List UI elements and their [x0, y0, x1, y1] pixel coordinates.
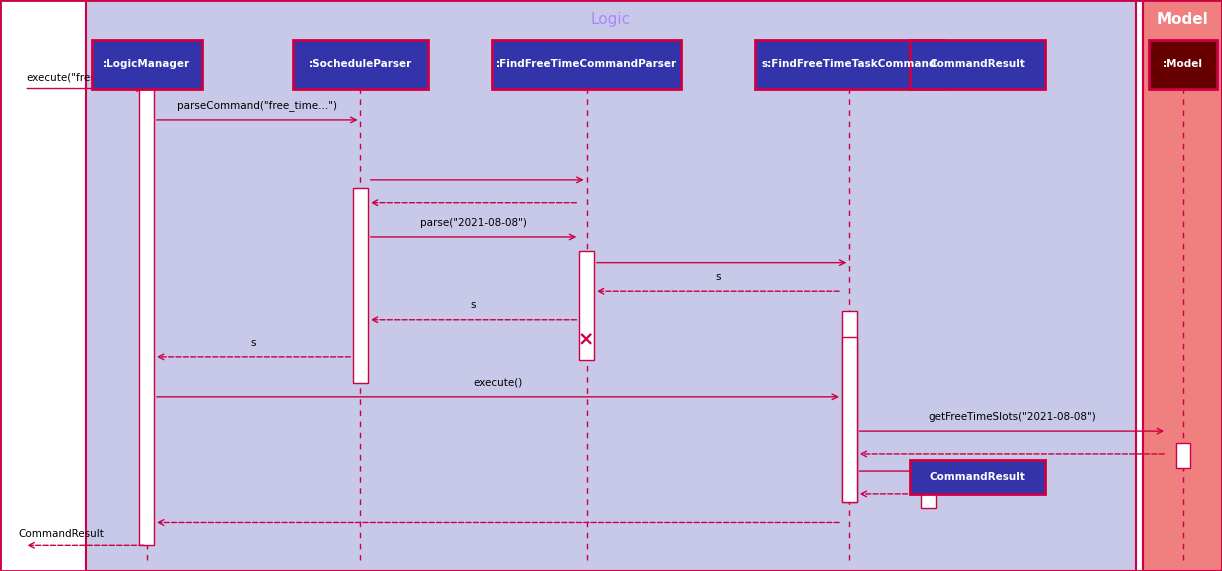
FancyBboxPatch shape [910, 40, 1045, 89]
Text: :SocheduleParser: :SocheduleParser [309, 59, 412, 69]
Text: execute(): execute() [473, 377, 523, 388]
FancyBboxPatch shape [579, 251, 594, 360]
FancyBboxPatch shape [293, 40, 428, 89]
FancyBboxPatch shape [842, 337, 857, 502]
FancyBboxPatch shape [921, 482, 936, 508]
FancyBboxPatch shape [1143, 0, 1222, 571]
FancyBboxPatch shape [1149, 40, 1217, 89]
Text: parse("2021-08-08"): parse("2021-08-08") [420, 218, 527, 228]
FancyBboxPatch shape [86, 0, 1136, 571]
Text: CommandResult: CommandResult [18, 529, 104, 539]
Text: ×: × [577, 330, 594, 349]
Text: s: s [715, 272, 721, 282]
FancyBboxPatch shape [842, 311, 857, 502]
FancyBboxPatch shape [910, 460, 1045, 494]
FancyBboxPatch shape [491, 40, 682, 89]
Text: Logic: Logic [591, 13, 631, 27]
FancyBboxPatch shape [353, 188, 368, 383]
FancyBboxPatch shape [754, 40, 945, 89]
Text: CommandResult: CommandResult [930, 472, 1025, 482]
FancyBboxPatch shape [92, 40, 202, 89]
Text: CommandResult: CommandResult [930, 59, 1025, 69]
FancyBboxPatch shape [139, 89, 154, 545]
Text: execute("free_time..."): execute("free_time...") [27, 71, 144, 83]
Text: :Model: :Model [1163, 59, 1202, 69]
Text: parseCommand("free_time..."): parseCommand("free_time...") [177, 100, 337, 111]
Text: getFreeTimeSlots("2021-08-08"): getFreeTimeSlots("2021-08-08") [927, 412, 1096, 422]
Text: Model: Model [1157, 13, 1209, 27]
Text: :FindFreeTimeCommandParser: :FindFreeTimeCommandParser [496, 59, 677, 69]
FancyBboxPatch shape [1176, 443, 1190, 468]
Text: s:FindFreeTimeTaskCommand: s:FindFreeTimeTaskCommand [761, 59, 937, 69]
Text: :LogicManager: :LogicManager [103, 59, 191, 69]
Text: s: s [470, 300, 477, 311]
Text: s: s [251, 337, 257, 348]
